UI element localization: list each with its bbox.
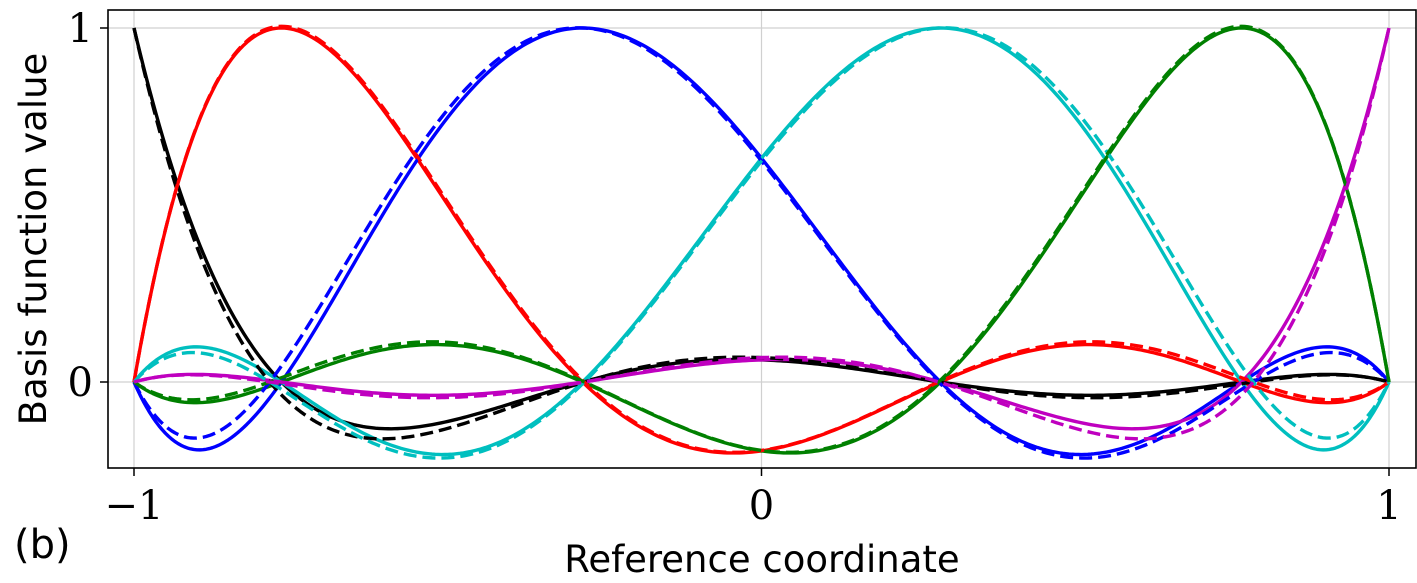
- dashed-basis-curve-4: [133, 24, 1391, 455]
- dashed-basis-curve-5: [133, 27, 1391, 441]
- x-tick-label: 0: [749, 483, 774, 529]
- dashed-basis-curve-3: [132, 26, 1391, 460]
- panel-label: (b): [14, 522, 71, 568]
- y-axis-label: Basis function value: [12, 53, 55, 426]
- grid: [108, 10, 1416, 468]
- y-tick-label: 0: [68, 360, 93, 406]
- x-axis-label: Reference coordinate: [564, 538, 959, 581]
- y-tick-label: 1: [68, 6, 93, 52]
- plot-area: [132, 24, 1391, 460]
- solid-basis-curve-5: [133, 27, 1391, 431]
- curves: [132, 24, 1391, 460]
- ticks: −1 0 1 0 1: [68, 6, 1402, 529]
- solid-basis-curve-3: [132, 26, 1391, 457]
- dashed-basis-curve-1: [132, 24, 1390, 455]
- x-tick-label: −1: [105, 483, 164, 529]
- x-tick-label: 1: [1376, 483, 1401, 529]
